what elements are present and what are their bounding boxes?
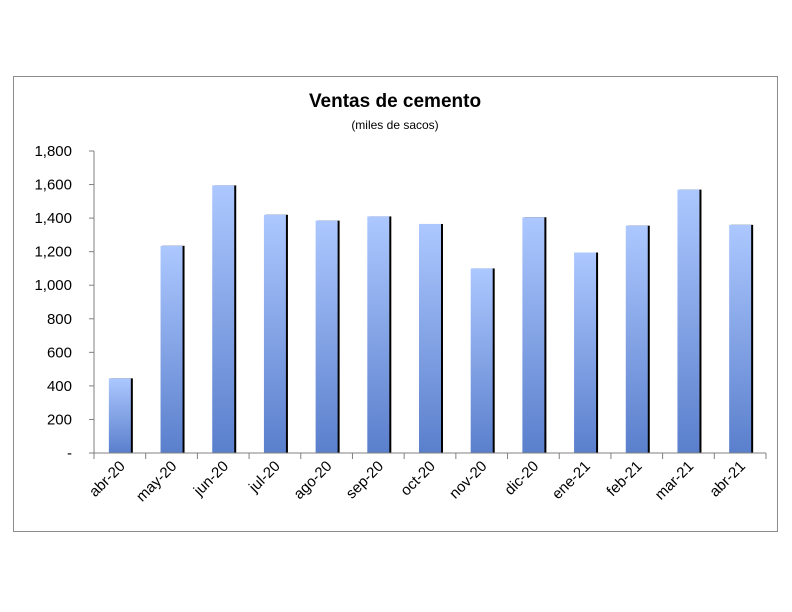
bar-sep-20 <box>367 216 390 453</box>
x-tick-label: mar-21 <box>652 458 698 504</box>
y-tick-label: - <box>67 445 72 462</box>
x-tick-label: feb-21 <box>603 458 645 500</box>
x-tick-label: may-20 <box>133 458 180 505</box>
x-tick-label: ene-21 <box>549 458 594 503</box>
y-tick-label: 1,400 <box>34 210 72 227</box>
y-tick-label: 1,600 <box>34 177 72 194</box>
y-tick-label: 600 <box>47 344 72 361</box>
bars <box>108 185 754 454</box>
y-tick-label: 1,000 <box>34 277 72 294</box>
x-tick-label: nov-20 <box>446 458 490 502</box>
bar-may-20 <box>160 245 183 453</box>
x-tick-label: dic-20 <box>501 458 542 499</box>
y-tick-label: 200 <box>47 411 72 428</box>
bar-abr-20 <box>108 378 131 453</box>
y-tick-label: 800 <box>47 311 72 328</box>
bar-mar-21 <box>677 189 700 454</box>
bar-feb-21 <box>625 225 648 453</box>
x-tick-label: jul-20 <box>245 458 284 497</box>
y-axis: - 200 400 600 800 1,000 1,200 1,400 1,600 1,800 <box>34 143 95 462</box>
x-tick-label: ago-20 <box>290 458 335 503</box>
x-tick-label: abr-20 <box>86 458 129 501</box>
bar-abr-21 <box>729 224 752 453</box>
x-axis: abr-20 may-20 jun-20 jul-20 ago-20 sep-20 oct-… <box>86 452 767 505</box>
chart-frame <box>13 76 778 532</box>
bar-nov-20 <box>470 268 493 453</box>
chart-title: Ventas de cemento <box>309 91 481 112</box>
y-tick-label: 1,200 <box>34 244 72 261</box>
bar-jul-20 <box>263 214 286 453</box>
x-tick-label: sep-20 <box>343 458 387 502</box>
bar-ene-21 <box>574 252 597 453</box>
bar-ago-20 <box>315 220 338 453</box>
y-tick-label: 400 <box>47 378 72 395</box>
x-tick-label: abr-21 <box>706 458 749 501</box>
bar-dic-20 <box>522 217 545 453</box>
bar-oct-20 <box>419 223 441 453</box>
bar-jun-20 <box>212 185 235 453</box>
y-tick-label: 1,800 <box>34 143 72 160</box>
x-tick-label: oct-20 <box>397 458 439 500</box>
chart-subtitle: (miles de sacos) <box>351 118 438 132</box>
x-tick-label: jun-20 <box>190 458 232 500</box>
